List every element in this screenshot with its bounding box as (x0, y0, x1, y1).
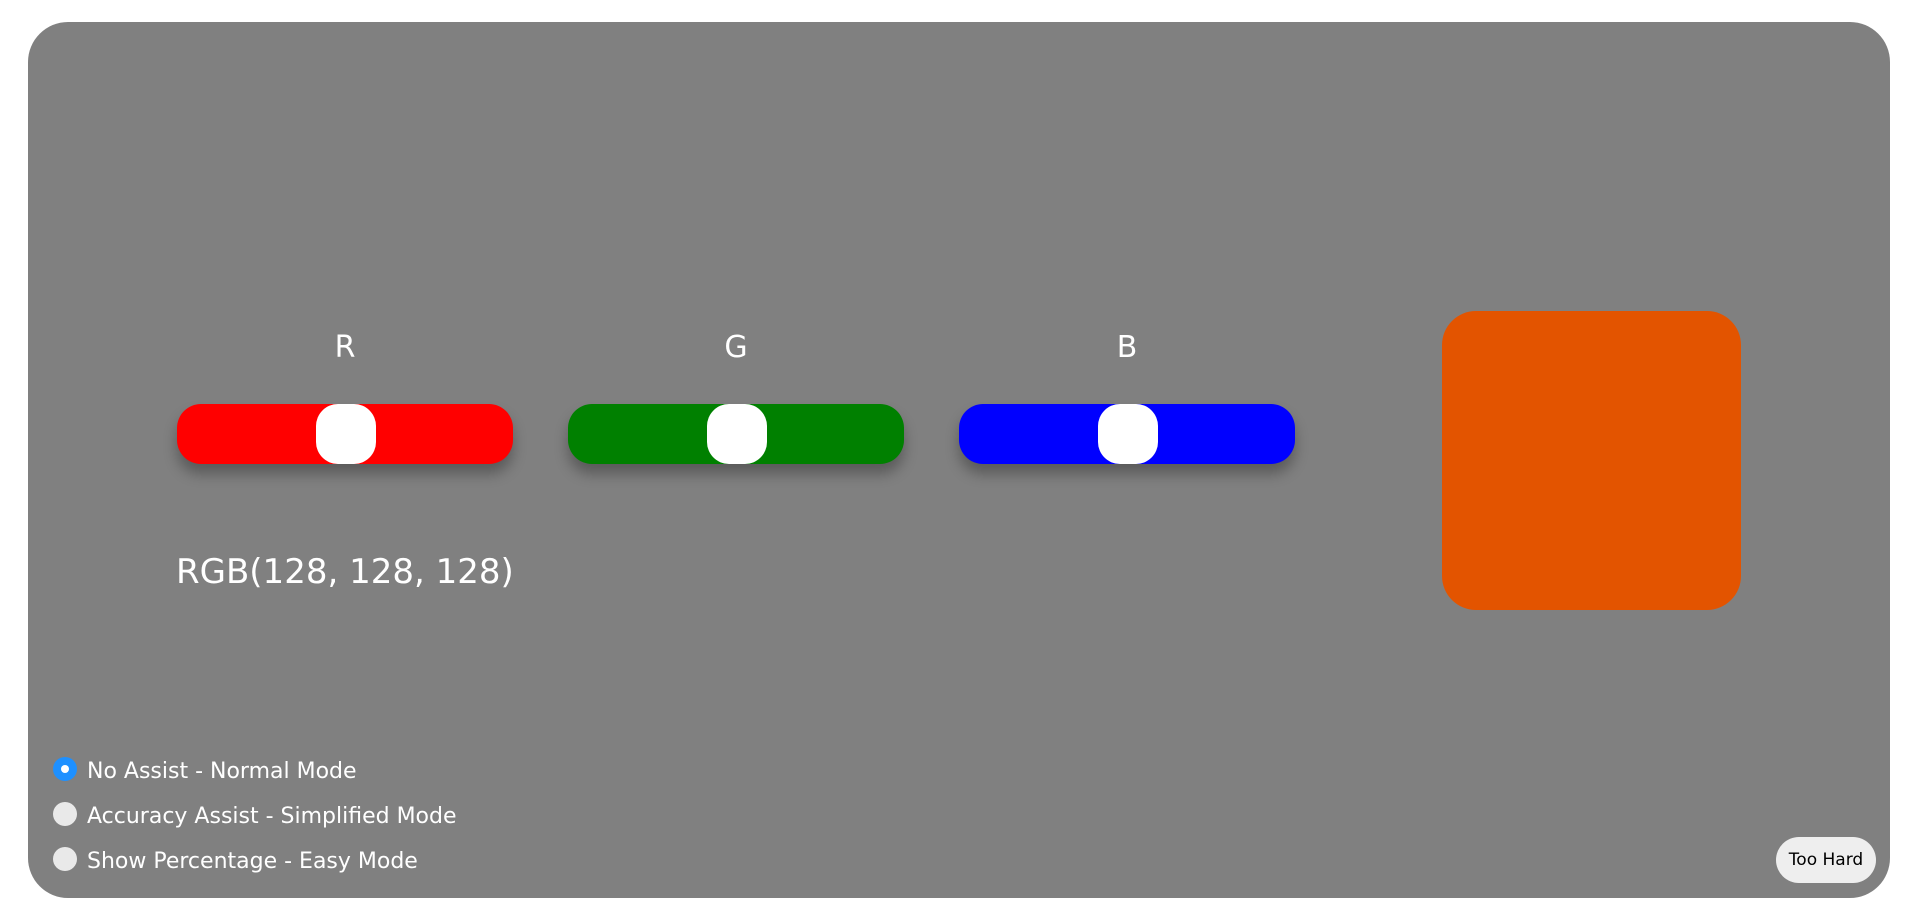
mode-option-simplified[interactable]: Accuracy Assist - Simplified Mode (53, 794, 457, 839)
blue-slider-track[interactable] (959, 404, 1295, 464)
game-panel: R G B RGB(128, 128, 128) No Assist - Nor… (28, 22, 1890, 898)
mode-label: Show Percentage - Easy Mode (87, 848, 418, 874)
slider-label-red: R (334, 330, 356, 365)
radio-button[interactable] (53, 801, 77, 826)
mode-options: No Assist - Normal Mode Accuracy Assist … (53, 749, 457, 884)
radio-button[interactable] (53, 756, 77, 781)
radio-button[interactable] (53, 846, 77, 871)
mode-label: No Assist - Normal Mode (87, 758, 357, 784)
rgb-readout: RGB(128, 128, 128) (176, 552, 514, 592)
slider-label-green: G (724, 330, 748, 365)
target-color-swatch (1442, 311, 1741, 610)
green-slider-track[interactable] (568, 404, 904, 464)
slider-label-blue: B (1116, 330, 1138, 365)
blue-slider-thumb[interactable] (1097, 404, 1158, 464)
green-slider-thumb[interactable] (706, 404, 767, 464)
mode-option-easy[interactable]: Show Percentage - Easy Mode (53, 839, 457, 884)
mode-label: Accuracy Assist - Simplified Mode (87, 803, 457, 829)
red-slider-thumb[interactable] (315, 404, 376, 464)
mode-option-normal[interactable]: No Assist - Normal Mode (53, 749, 457, 794)
red-slider-track[interactable] (177, 404, 513, 464)
too-hard-button[interactable]: Too Hard (1776, 837, 1876, 883)
